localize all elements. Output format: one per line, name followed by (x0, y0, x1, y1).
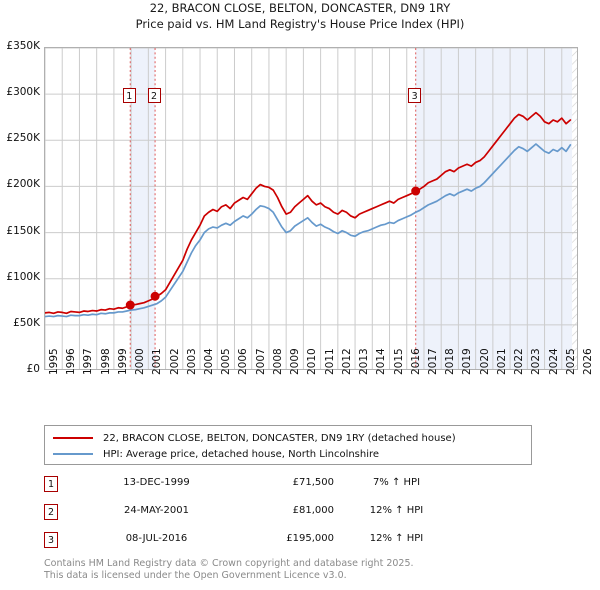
legend-swatch-hpi (53, 453, 93, 455)
transaction-badge-1: 1 (44, 476, 58, 492)
x-axis-tick-label: 2012 (340, 348, 353, 375)
event-marker-2: 2 (147, 88, 161, 103)
y-axis-tick-label: £50K (13, 316, 40, 329)
legend-swatch-price-paid (53, 437, 93, 439)
table-row: 2 24-MAY-2001 £81,000 12% ↑ HPI (44, 501, 464, 529)
x-axis-tick-label: 2014 (375, 348, 388, 375)
transaction-price-2: £81,000 (292, 505, 334, 516)
x-axis-tick-label: 2009 (289, 348, 302, 375)
transaction-badge-3: 3 (44, 532, 58, 548)
chart-title-line-2: Price paid vs. HM Land Registry's House … (135, 17, 465, 31)
footer-copyright: Contains HM Land Registry data © Crown c… (44, 558, 414, 569)
transaction-badge-2: 2 (44, 504, 58, 520)
x-axis-tick-label: 2020 (478, 348, 491, 375)
footer: Contains HM Land Registry data © Crown c… (44, 558, 564, 582)
x-axis-tick-label: 2022 (513, 348, 526, 375)
table-row: 3 08-JUL-2016 £195,000 12% ↑ HPI (44, 529, 464, 557)
y-axis-tick-label: £150K (6, 224, 40, 237)
event-marker-3: 3 (408, 88, 422, 103)
y-axis-tick-label: £200K (6, 178, 40, 191)
y-axis-tick-label: £350K (6, 40, 40, 52)
x-axis-tick-label: 2010 (306, 348, 319, 375)
transaction-hpi-delta-1: 7% ↑ HPI (372, 477, 421, 488)
legend-label-hpi: HPI: Average price, detached house, Nort… (103, 448, 380, 460)
footer-licence: This data is licensed under the Open Gov… (44, 570, 347, 581)
x-axis-tick-label: 1995 (48, 348, 60, 375)
x-axis-tick-label: 2000 (134, 348, 147, 375)
x-axis-tick-label: 2025 (564, 348, 577, 375)
chart-title-line-1: 22, BRACON CLOSE, BELTON, DONCASTER, DN9… (149, 1, 451, 15)
chart-container: £0 £50K £100K £150K £200K £250K £300K £350K 199… (0, 40, 600, 380)
x-axis-tick-label: 2024 (547, 348, 560, 375)
transaction-date-3: 08-JUL-2016 (125, 533, 188, 544)
legend-item-price-paid: 22, BRACON CLOSE, BELTON, DONCASTER, DN9… (53, 430, 523, 446)
x-axis-tick-label: 2004 (203, 348, 216, 375)
x-axis-tick-label: 2026 (582, 348, 594, 375)
transaction-price-3: £195,000 (286, 533, 334, 544)
x-axis-tick-label: 2002 (168, 348, 181, 375)
table-row: 1 13-DEC-1999 £71,500 7% ↑ HPI (44, 473, 464, 501)
x-axis-tick-label: 2023 (530, 348, 543, 375)
x-axis-tick-label: 1998 (99, 348, 112, 375)
x-axis-tick-label: 2015 (392, 348, 405, 375)
y-axis-tick-label: £100K (6, 270, 40, 283)
y-axis-tick-label: £0 (26, 363, 40, 375)
event-marker-1: 1 (122, 88, 136, 103)
x-axis-tick-label: 2019 (461, 348, 474, 375)
transaction-price-1: £71,500 (292, 477, 334, 488)
x-axis-tick-label: 2001 (151, 348, 164, 375)
x-axis-tick-label: 2005 (220, 348, 233, 375)
y-axis-tick-label: £300K (6, 86, 40, 99)
chart-legend: 22, BRACON CLOSE, BELTON, DONCASTER, DN9… (44, 425, 532, 465)
legend-label-price-paid: 22, BRACON CLOSE, BELTON, DONCASTER, DN9… (103, 432, 456, 444)
x-axis-tick-label: 1997 (82, 348, 95, 375)
y-axis-tick-label: £250K (6, 132, 40, 145)
transactions-table: 1 13-DEC-1999 £71,500 7% ↑ HPI 2 24-MAY-… (44, 473, 464, 557)
x-axis-tick-label: 2006 (237, 348, 250, 375)
x-axis-tick-label: 2007 (254, 348, 267, 375)
x-axis-tick-label: 2016 (409, 348, 422, 375)
x-axis-tick-label: 2021 (495, 348, 508, 375)
x-axis-tick-label: 1996 (65, 348, 78, 375)
x-axis-tick-label: 2018 (444, 348, 457, 375)
transaction-date-2: 24-MAY-2001 (123, 505, 189, 516)
transaction-hpi-delta-3: 12% ↑ HPI (369, 533, 424, 544)
x-axis-tick-label: 2003 (185, 348, 198, 375)
x-axis-tick-label: 2013 (358, 348, 371, 375)
x-axis-tick-label: 1999 (116, 348, 129, 375)
transaction-date-1: 13-DEC-1999 (123, 477, 190, 488)
x-axis-tick-label: 2011 (323, 348, 336, 375)
transaction-hpi-delta-2: 12% ↑ HPI (369, 505, 424, 516)
page-title: 22, BRACON CLOSE, BELTON, DONCASTER, DN9… (0, 0, 600, 32)
x-axis-tick-label: 2017 (426, 348, 439, 375)
legend-item-hpi: HPI: Average price, detached house, Nort… (53, 446, 523, 462)
x-axis-tick-label: 2008 (271, 348, 284, 375)
